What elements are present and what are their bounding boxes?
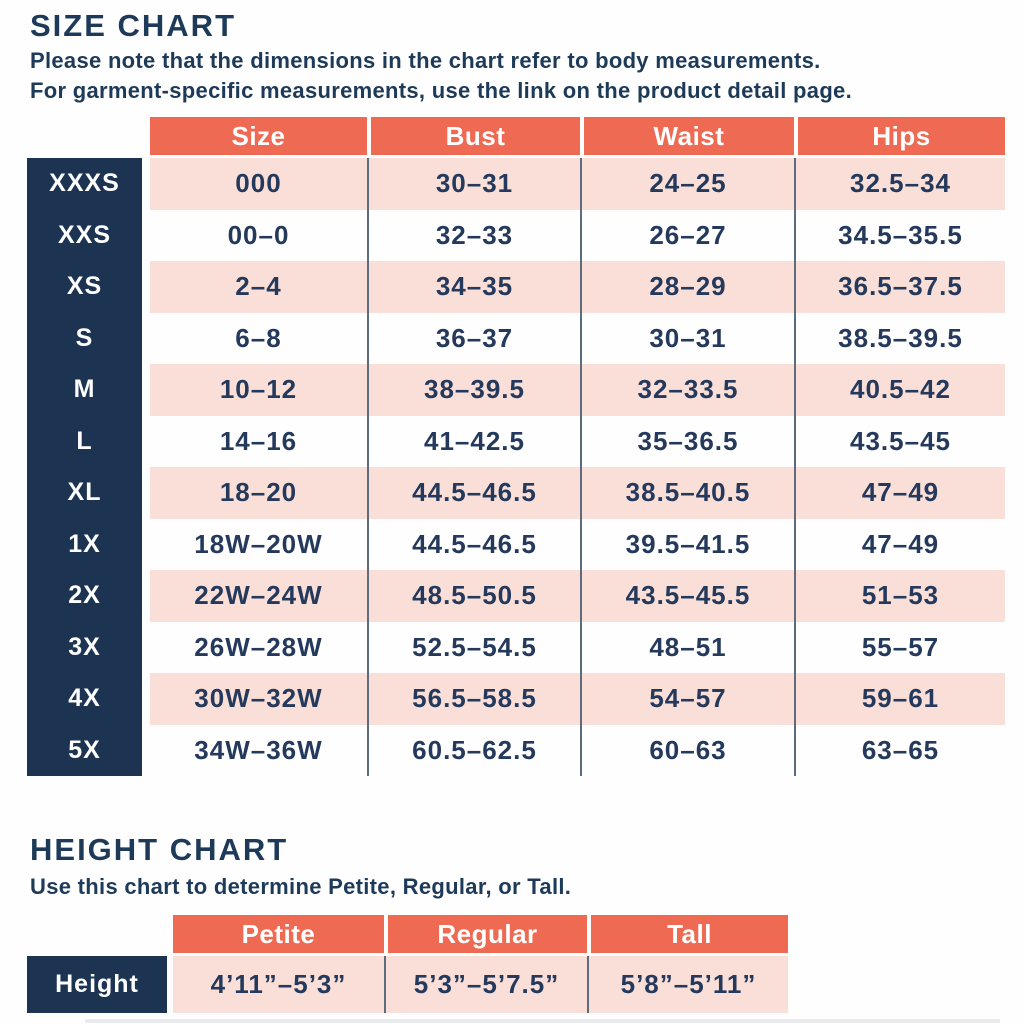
cell-waist: 35–36.5: [580, 415, 794, 467]
cell-bust: 60.5–62.5: [367, 724, 580, 776]
cropped-bottom-row-artifact: [85, 1019, 1000, 1023]
header-corner-spacer: [27, 117, 150, 155]
column-header-tall: Tall: [587, 915, 788, 953]
cell-size: 18–20: [150, 467, 367, 519]
cell-size: 2–4: [150, 261, 367, 313]
table-row-5x: 5X 34W–36W 60.5–62.5 60–63 63–65: [27, 724, 1005, 776]
row-label: Height: [27, 956, 173, 1013]
cell-waist: 32–33.5: [580, 364, 794, 416]
cell-waist: 38.5–40.5: [580, 467, 794, 519]
table-row-l: L 14–16 41–42.5 35–36.5 43.5–45: [27, 415, 1005, 467]
cell-waist: 24–25: [580, 158, 794, 210]
cell-tall: 5’8”–5’11”: [587, 956, 788, 1013]
cell-size: 30W–32W: [150, 673, 367, 725]
column-header-size: Size: [150, 117, 367, 155]
cell-bust: 34–35: [367, 261, 580, 313]
cell-waist: 28–29: [580, 261, 794, 313]
cell-bust: 56.5–58.5: [367, 673, 580, 725]
cell-bust: 30–31: [367, 158, 580, 210]
row-label: M: [27, 364, 150, 416]
table-row-xxxs: XXXS 000 30–31 24–25 32.5–34: [27, 158, 1005, 210]
cell-size: 000: [150, 158, 367, 210]
row-label: XS: [27, 261, 150, 313]
table-header-row: Size Bust Waist Hips: [27, 117, 1005, 155]
column-header-waist: Waist: [580, 117, 794, 155]
column-header-petite: Petite: [173, 915, 384, 953]
cell-waist: 30–31: [580, 312, 794, 364]
row-label: L: [27, 415, 150, 467]
cell-waist: 43.5–45.5: [580, 570, 794, 622]
size-chart-subtitle-line1: Please note that the dimensions in the c…: [30, 48, 821, 73]
cell-hips: 55–57: [794, 621, 1005, 673]
table-row-2x: 2X 22W–24W 48.5–50.5 43.5–45.5 51–53: [27, 570, 1005, 622]
size-chart-subtitle: Please note that the dimensions in the c…: [30, 46, 852, 106]
table-row-m: M 10–12 38–39.5 32–33.5 40.5–42: [27, 364, 1005, 416]
cell-hips: 47–49: [794, 518, 1005, 570]
cell-size: 00–0: [150, 209, 367, 261]
cell-size: 34W–36W: [150, 724, 367, 776]
cell-hips: 59–61: [794, 673, 1005, 725]
cell-hips: 63–65: [794, 724, 1005, 776]
cell-waist: 54–57: [580, 673, 794, 725]
cell-waist: 48–51: [580, 621, 794, 673]
table-row-s: S 6–8 36–37 30–31 38.5–39.5: [27, 312, 1005, 364]
row-label: XXXS: [27, 158, 150, 210]
cell-bust: 32–33: [367, 209, 580, 261]
row-label: XXS: [27, 209, 150, 261]
cell-waist: 39.5–41.5: [580, 518, 794, 570]
row-label: XL: [27, 467, 150, 519]
height-chart-subtitle: Use this chart to determine Petite, Regu…: [30, 874, 572, 899]
cell-hips: 32.5–34: [794, 158, 1005, 210]
cell-size: 22W–24W: [150, 570, 367, 622]
cell-size: 18W–20W: [150, 518, 367, 570]
cell-hips: 40.5–42: [794, 364, 1005, 416]
table-header-row: Petite Regular Tall: [27, 915, 788, 953]
table-row-3x: 3X 26W–28W 52.5–54.5 48–51 55–57: [27, 621, 1005, 673]
table-row-1x: 1X 18W–20W 44.5–46.5 39.5–41.5 47–49: [27, 518, 1005, 570]
header-corner-spacer: [27, 915, 173, 953]
row-label: S: [27, 312, 150, 364]
table-row-xs: XS 2–4 34–35 28–29 36.5–37.5: [27, 261, 1005, 313]
cell-hips: 47–49: [794, 467, 1005, 519]
row-label: 3X: [27, 621, 150, 673]
row-label: 2X: [27, 570, 150, 622]
table-row-xxs: XXS 00–0 32–33 26–27 34.5–35.5: [27, 209, 1005, 261]
table-row-height: Height 4’11”–5’3” 5’3”–5’7.5” 5’8”–5’11”: [27, 956, 788, 1013]
cell-hips: 38.5–39.5: [794, 312, 1005, 364]
size-chart-title: SIZE CHART: [30, 8, 236, 43]
cell-petite: 4’11”–5’3”: [173, 956, 384, 1013]
height-chart-title: HEIGHT CHART: [30, 832, 289, 867]
height-chart-table: Petite Regular Tall Height 4’11”–5’3” 5’3”–5’…: [27, 915, 788, 1013]
cell-regular: 5’3”–5’7.5”: [384, 956, 587, 1013]
cell-size: 14–16: [150, 415, 367, 467]
column-header-bust: Bust: [367, 117, 580, 155]
cell-hips: 36.5–37.5: [794, 261, 1005, 313]
size-chart-table: Size Bust Waist Hips XXXS 000 30–31 24–25 32.5–3…: [27, 117, 1005, 776]
row-label: 4X: [27, 673, 150, 725]
cell-bust: 52.5–54.5: [367, 621, 580, 673]
cell-hips: 51–53: [794, 570, 1005, 622]
size-chart-subtitle-line2: For garment-specific measurements, use t…: [30, 78, 853, 103]
cell-hips: 34.5–35.5: [794, 209, 1005, 261]
table-row-xl: XL 18–20 44.5–46.5 38.5–40.5 47–49: [27, 467, 1005, 519]
cell-bust: 41–42.5: [367, 415, 580, 467]
cell-bust: 38–39.5: [367, 364, 580, 416]
cell-waist: 60–63: [580, 724, 794, 776]
row-label: 1X: [27, 518, 150, 570]
column-header-regular: Regular: [384, 915, 587, 953]
table-row-4x: 4X 30W–32W 56.5–58.5 54–57 59–61: [27, 673, 1005, 725]
row-label: 5X: [27, 724, 150, 776]
cell-waist: 26–27: [580, 209, 794, 261]
cell-bust: 48.5–50.5: [367, 570, 580, 622]
cell-size: 10–12: [150, 364, 367, 416]
cell-hips: 43.5–45: [794, 415, 1005, 467]
cell-bust: 44.5–46.5: [367, 518, 580, 570]
cell-size: 26W–28W: [150, 621, 367, 673]
cell-bust: 44.5–46.5: [367, 467, 580, 519]
cell-bust: 36–37: [367, 312, 580, 364]
column-header-hips: Hips: [794, 117, 1005, 155]
cell-size: 6–8: [150, 312, 367, 364]
